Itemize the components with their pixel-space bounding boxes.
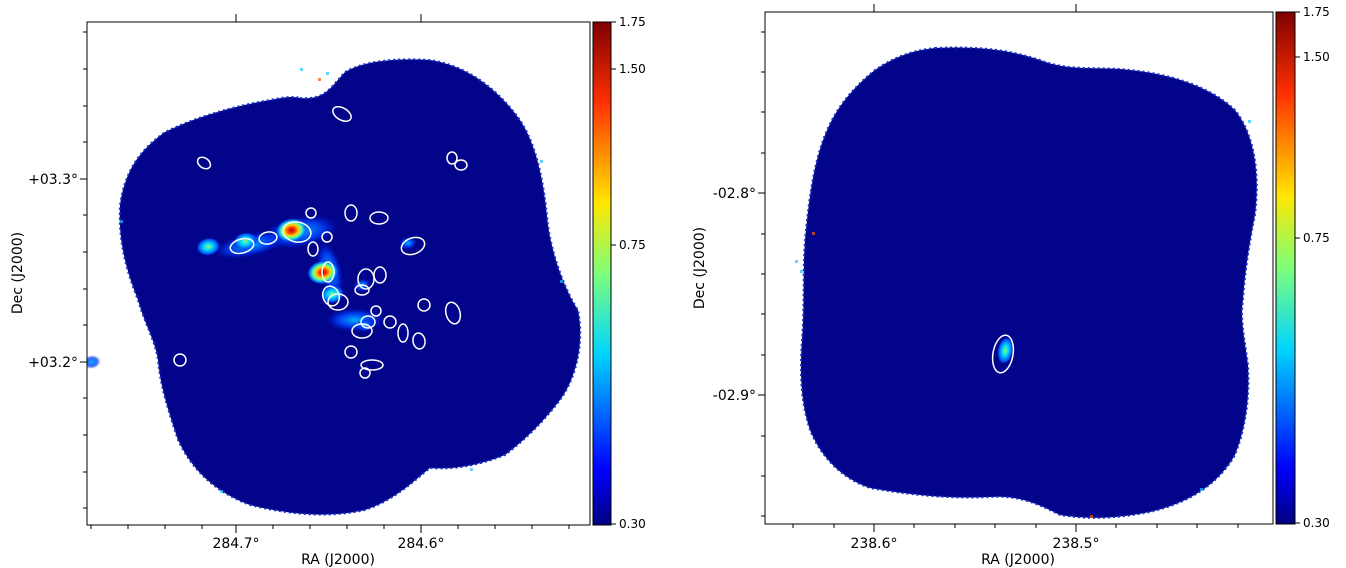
source-ellipse-8 xyxy=(282,221,312,243)
source-ellipse-19 xyxy=(327,293,349,311)
colorbar-left xyxy=(592,21,612,526)
y-axis-label-left: Dec (J2000) xyxy=(10,232,26,314)
source-ellipse-27 xyxy=(412,332,426,350)
emission-blobs-left xyxy=(87,214,417,369)
colorbar-tick-right-2: 1.50 xyxy=(1303,50,1330,64)
emission-blob-2 xyxy=(233,232,258,251)
source-ellipse-9 xyxy=(229,237,255,255)
x-axis-left xyxy=(90,14,570,533)
source-ellipse-6 xyxy=(344,204,358,222)
source-ellipse-5 xyxy=(305,207,317,219)
source-ellipse-25 xyxy=(351,323,373,339)
filament-glow-3 xyxy=(325,308,385,332)
source-ellipse-11 xyxy=(307,241,319,257)
source-ellipse-20 xyxy=(417,298,431,312)
source-ellipse-4 xyxy=(454,159,468,171)
source-ellipse-31 xyxy=(173,353,187,367)
y-tick-label-right-1: -02.8° xyxy=(713,186,756,202)
source-ellipses-right xyxy=(991,334,1015,374)
source-ellipse-12 xyxy=(321,231,333,243)
source-ellipse-1 xyxy=(991,334,1015,374)
map-image-left xyxy=(87,58,582,516)
y-axis-right xyxy=(758,31,765,517)
plot-frame-right xyxy=(764,11,1274,525)
y-tick-label-right-2: -02.9° xyxy=(713,388,756,404)
coverage-mosaic-right xyxy=(799,46,1258,519)
colorbar-tick-right-1: 1.75 xyxy=(1303,5,1330,19)
source-ellipse-7 xyxy=(369,211,389,225)
edge-noise-right xyxy=(795,120,1251,518)
y-tick-label-left-1: +03.3° xyxy=(28,172,78,188)
colorbar-tick-left-1: 1.75 xyxy=(619,15,646,29)
source-ellipse-1 xyxy=(332,106,352,122)
source-ellipse-22 xyxy=(370,305,382,317)
source-ellipse-23 xyxy=(360,315,376,329)
x-axis-label-right: RA (J2000) xyxy=(981,552,1055,568)
x-axis-right xyxy=(792,4,1239,532)
source-ellipse-2 xyxy=(196,156,212,170)
y-axis-left xyxy=(80,31,87,509)
source-ellipse-30 xyxy=(359,367,371,379)
source-ellipse-3 xyxy=(446,151,458,165)
x-tick-label-right-1: 238.6° xyxy=(850,536,897,552)
source-ellipse-26 xyxy=(397,323,409,343)
y-tick-label-left-2: +03.2° xyxy=(28,355,78,371)
colorbar-tick-left-4: 0.30 xyxy=(619,517,646,531)
emission-blob-5 xyxy=(320,285,345,304)
emission-blobs-right xyxy=(997,336,1014,365)
colorbar-right xyxy=(1275,11,1296,525)
x-axis-label-left: RA (J2000) xyxy=(301,552,375,568)
source-ellipse-13 xyxy=(400,236,426,256)
source-ellipse-17 xyxy=(354,284,370,296)
source-ellipse-24 xyxy=(383,315,397,329)
colorbar-tick-left-2: 1.50 xyxy=(619,62,646,76)
source-ellipse-28 xyxy=(344,345,358,359)
emission-blob-7 xyxy=(399,236,417,250)
source-ellipse-29 xyxy=(360,359,384,371)
x-tick-label-right-2: 238.5° xyxy=(1052,536,1099,552)
x-tick-label-left-2: 284.6° xyxy=(397,536,444,552)
source-ellipse-16 xyxy=(373,266,387,284)
emission-blob-1 xyxy=(196,237,221,256)
emission-blob-1 xyxy=(997,336,1014,365)
colorbar-tick-left-3: 0.75 xyxy=(619,238,646,252)
colorbar-tick-right-3: 0.75 xyxy=(1303,231,1330,245)
map-image-right xyxy=(795,46,1258,519)
plot-frame-left xyxy=(86,21,591,526)
y-axis-label-right: Dec (J2000) xyxy=(692,227,708,309)
emission-blob-3 xyxy=(275,218,308,243)
source-ellipse-14 xyxy=(321,261,335,283)
edge-noise-left xyxy=(120,68,563,493)
source-ellipse-21 xyxy=(444,301,462,325)
colorbar-ticks-right xyxy=(1295,11,1300,524)
colorbar-ticks-left xyxy=(611,21,616,525)
coverage-mosaic-left xyxy=(118,58,582,516)
colorbar-tick-right-4: 0.30 xyxy=(1303,516,1330,530)
emission-blob-4 xyxy=(307,260,339,285)
source-ellipses-left xyxy=(173,106,468,379)
panel-right: 238.6° 238.5° RA (J2000) -02.8° -02.9° D… xyxy=(692,4,1330,568)
x-tick-label-left-1: 284.7° xyxy=(212,536,259,552)
panel-left: 284.7° 284.6° RA (J2000) +03.3° +03.2° D… xyxy=(10,14,646,568)
source-ellipse-10 xyxy=(258,231,278,245)
